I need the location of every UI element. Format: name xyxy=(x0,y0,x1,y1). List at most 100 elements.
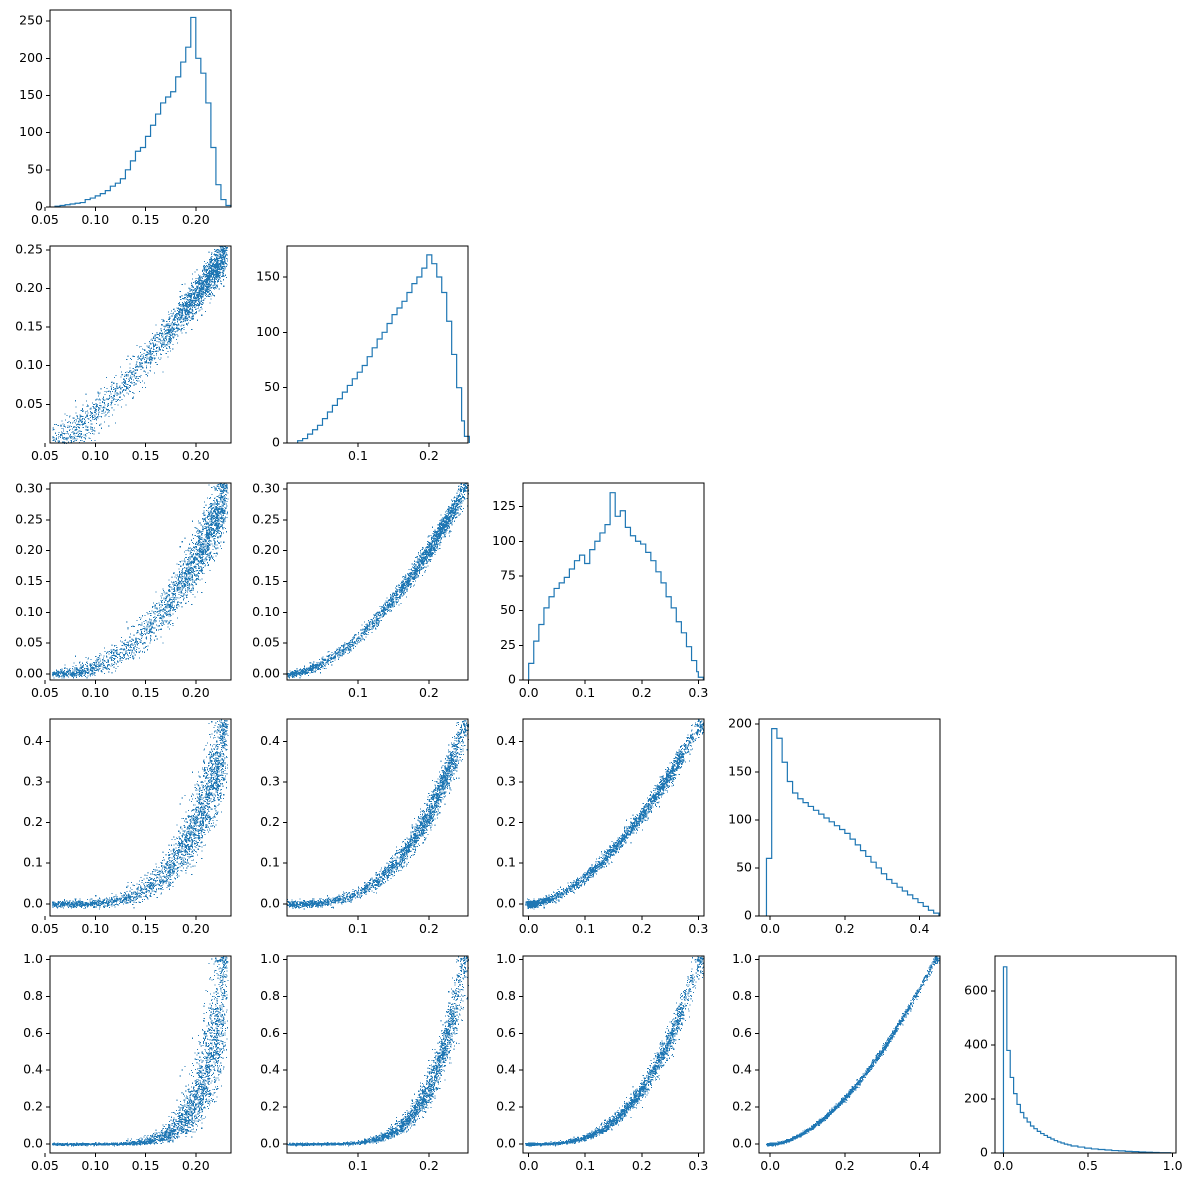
scatter-point xyxy=(181,583,183,585)
scatter-point xyxy=(119,393,121,395)
scatter-point xyxy=(202,282,204,284)
scatter-point xyxy=(138,624,140,626)
scatter-point xyxy=(201,270,203,272)
scatter-point xyxy=(220,513,222,515)
scatter-point xyxy=(85,412,87,414)
scatter-point xyxy=(177,319,179,321)
scatter-point xyxy=(135,370,137,372)
scatter-point xyxy=(73,674,75,676)
scatter-point xyxy=(75,412,77,414)
scatter-point xyxy=(187,586,189,588)
scatter-point xyxy=(221,505,223,507)
scatter-point xyxy=(82,404,84,406)
scatter-point xyxy=(205,526,207,528)
scatter-point xyxy=(118,386,120,388)
scatter-point xyxy=(108,671,110,673)
scatter-point xyxy=(52,436,54,438)
scatter-point xyxy=(102,666,104,668)
scatter-point xyxy=(146,628,148,630)
scatter-point xyxy=(213,516,215,518)
scatter-point xyxy=(217,265,219,267)
scatter-point xyxy=(77,435,79,437)
scatter-point xyxy=(192,300,194,302)
scatter-point xyxy=(88,405,90,407)
scatter-point xyxy=(209,515,211,517)
scatter-point xyxy=(194,295,196,297)
scatter-point xyxy=(226,255,228,257)
scatter-point xyxy=(187,589,189,591)
scatter-point xyxy=(184,297,186,299)
scatter-point xyxy=(193,553,195,555)
scatter-point xyxy=(160,329,162,331)
scatter-point xyxy=(218,272,220,274)
scatter-point xyxy=(182,308,184,310)
scatter-point xyxy=(216,553,218,555)
scatter-point xyxy=(98,408,100,410)
scatter-point xyxy=(174,585,176,587)
scatter-point xyxy=(216,522,218,524)
scatter-point xyxy=(215,489,217,491)
scatter-point xyxy=(215,254,217,256)
scatter-point xyxy=(173,609,175,611)
scatter-point xyxy=(186,563,188,565)
scatter-point xyxy=(90,669,92,671)
scatter-point xyxy=(212,281,214,283)
scatter-point xyxy=(194,301,196,303)
scatter-point xyxy=(206,545,208,547)
scatter-point xyxy=(173,324,175,326)
scatter-point xyxy=(176,605,178,607)
scatter-point xyxy=(169,590,171,592)
scatter-point xyxy=(221,547,223,549)
scatter-point xyxy=(147,623,149,625)
scatter-point xyxy=(209,553,211,555)
scatter-point xyxy=(127,644,129,646)
scatter-point xyxy=(165,592,167,594)
scatter-point xyxy=(194,580,196,582)
scatter-point xyxy=(194,292,196,294)
scatter-point xyxy=(152,622,154,624)
scatter-point xyxy=(213,264,215,266)
scatter-point xyxy=(189,308,191,310)
scatter-point xyxy=(93,672,95,674)
scatter-point xyxy=(211,254,213,256)
scatter-point xyxy=(164,593,166,595)
scatter-point xyxy=(171,321,173,323)
scatter-point xyxy=(132,644,134,646)
scatter-point xyxy=(139,650,141,652)
scatter-point xyxy=(53,439,55,441)
scatter-point xyxy=(63,669,65,671)
scatter-point xyxy=(226,490,228,492)
scatter-point xyxy=(210,267,212,269)
scatter-point xyxy=(199,550,201,552)
scatter-point xyxy=(199,565,201,567)
scatter-point xyxy=(196,281,198,283)
scatter-point xyxy=(120,371,122,373)
scatter-point xyxy=(220,498,222,500)
scatter-point xyxy=(201,539,203,541)
scatter-point xyxy=(211,527,213,529)
scatter-point xyxy=(186,595,188,597)
scatter-point xyxy=(184,316,186,318)
scatter-point xyxy=(170,605,172,607)
scatter-point xyxy=(140,632,142,634)
scatter-point xyxy=(65,437,67,439)
scatter-point xyxy=(163,328,165,330)
scatter-point xyxy=(117,388,119,390)
scatter-point xyxy=(188,573,190,575)
scatter-point xyxy=(86,669,88,671)
scatter-point xyxy=(197,304,199,306)
scatter-point xyxy=(165,611,167,613)
scatter-point xyxy=(149,619,151,621)
scatter-point xyxy=(221,497,223,499)
scatter-point xyxy=(186,569,188,571)
scatter-point xyxy=(177,600,179,602)
scatter-point xyxy=(173,333,175,335)
scatter-point xyxy=(222,279,224,281)
scatter-point xyxy=(162,594,164,596)
scatter-point xyxy=(194,527,196,529)
scatter-point xyxy=(81,433,83,435)
scatter-point xyxy=(61,677,63,679)
scatter-point xyxy=(161,604,163,606)
scatter-point xyxy=(193,312,195,314)
